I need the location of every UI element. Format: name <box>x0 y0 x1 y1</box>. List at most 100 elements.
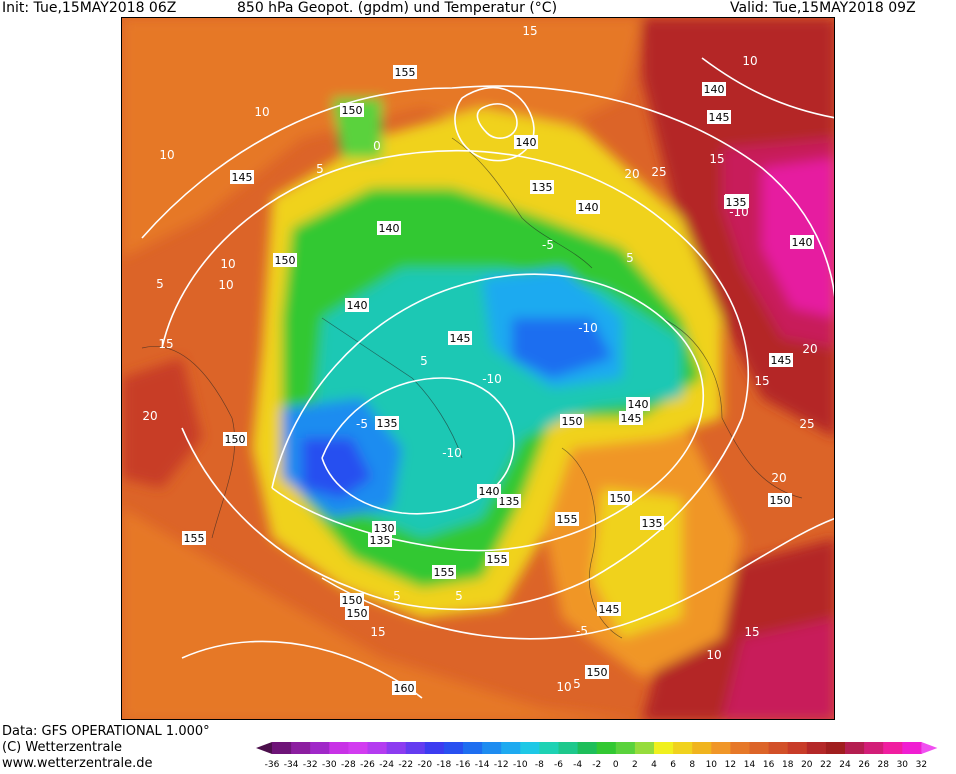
legend-swatch <box>329 742 349 754</box>
geopotential-label: 150 <box>587 666 608 679</box>
geopotential-label: 135 <box>532 181 553 194</box>
legend-swatch <box>501 742 521 754</box>
legend-swatch <box>272 742 292 754</box>
geopotential-label-box <box>230 170 254 184</box>
geopotential-label: 150 <box>225 433 246 446</box>
temperature-label: 5 <box>573 677 581 691</box>
geopotential-label-box <box>223 432 247 446</box>
geopotential-label: 145 <box>232 171 253 184</box>
legend-tick-label: -34 <box>284 760 299 770</box>
legend-swatch <box>730 742 750 754</box>
geopotential-label-box <box>448 331 472 345</box>
geopotential-label: 135 <box>642 517 663 530</box>
temperature-label: 15 <box>754 374 769 388</box>
legend-tick-label: -32 <box>303 760 318 770</box>
geopotential-label-box <box>626 397 650 411</box>
geopotential-label: 145 <box>771 354 792 367</box>
legend-swatch <box>883 742 903 754</box>
temperature-label: 20 <box>802 342 817 356</box>
legend-swatch <box>386 742 407 754</box>
geopotential-label-box <box>375 416 399 430</box>
legend-swatch <box>405 742 426 754</box>
map-canvas: 1551501451401351401401351501401451451351… <box>122 18 834 719</box>
temperature-label: 10 <box>220 257 235 271</box>
valid-time: Valid: Tue,15MAY2018 09Z <box>730 0 916 16</box>
temperature-label: 15 <box>709 152 724 166</box>
temperature-label: 20 <box>142 409 157 423</box>
temperature-label: 20 <box>771 471 786 485</box>
temperature-label: 10 <box>706 648 721 662</box>
geopotential-label: 145 <box>621 412 642 425</box>
legend-tick-label: -22 <box>398 760 413 770</box>
geopotential-label-box <box>530 180 554 194</box>
temperature-label: 5 <box>156 277 164 291</box>
legend-swatch <box>806 742 827 754</box>
legend-tick-label: 20 <box>801 760 813 770</box>
legend-tick-label: 18 <box>782 760 794 770</box>
legend-tick-label: -16 <box>456 760 471 770</box>
legend-tick-label: -20 <box>417 760 432 770</box>
map-title: 850 hPa Geopot. (gpdm) und Temperatur (°… <box>237 0 558 16</box>
color-legend: -36 -34 -32 -30 -28 -26 -24 -22 -20 -18 -16 -14 -12-… <box>256 742 956 774</box>
temperature-label: 15 <box>370 625 385 639</box>
legend-tick-label: 12 <box>725 760 736 770</box>
geopotential-label: 130 <box>374 522 395 535</box>
geopotential-label: 140 <box>628 398 649 411</box>
geopotential-label: 135 <box>726 196 747 209</box>
legend-swatch <box>424 742 445 754</box>
legend-swatch <box>902 742 922 754</box>
geopotential-label-box <box>497 494 521 508</box>
legend-swatch <box>463 742 483 754</box>
legend-tick-label: 14 <box>744 760 756 770</box>
legend-tick-label: -36 <box>265 760 280 770</box>
geopotential-label-box <box>576 200 600 214</box>
geopotential-label: 140 <box>479 485 500 498</box>
legend-tick-label: -2 <box>592 760 601 770</box>
geopotential-label: 145 <box>450 332 471 345</box>
temperature-label: 5 <box>316 162 324 176</box>
geopotential-label-box <box>597 602 621 616</box>
legend-swatch <box>864 742 884 754</box>
geopotential-label: 150 <box>562 415 583 428</box>
legend-swatch <box>673 742 693 754</box>
temperature-label: 10 <box>159 148 174 162</box>
geopotential-label-box <box>372 521 396 535</box>
legend-tick-label: -6 <box>554 760 563 770</box>
legend-swatch <box>768 742 789 754</box>
legend-tick-label: -24 <box>379 760 394 770</box>
geopotential-label: 135 <box>377 417 398 430</box>
legend-tick-label: 22 <box>820 760 831 770</box>
website: www.wetterzentrale.de <box>2 756 153 771</box>
geopotential-label-box <box>477 484 501 498</box>
legend-swatch <box>692 742 712 754</box>
legend-tick-label: -26 <box>360 760 375 770</box>
geopotential-label-box <box>345 606 369 620</box>
geopotential-label: 155 <box>487 553 508 566</box>
legend-swatch <box>654 742 674 754</box>
geopotential-label-box <box>585 665 609 679</box>
legend-tick-label: -30 <box>322 760 337 770</box>
weather-map: 1551501451401351401401351501401451451351… <box>121 17 835 720</box>
legend-tick-label: 8 <box>689 760 695 770</box>
legend-tick-label: -10 <box>513 760 528 770</box>
geopotential-label: 150 <box>610 492 631 505</box>
temperature-label: 0 <box>373 139 381 153</box>
geopotential-label: 155 <box>395 66 416 79</box>
geopotential-label: 150 <box>770 494 791 507</box>
legend-swatch <box>443 742 464 754</box>
temperature-label: -10 <box>482 372 502 386</box>
legend-arrow-left <box>256 742 272 754</box>
temperature-label: 5 <box>626 251 634 265</box>
temperature-label: 15 <box>522 24 537 38</box>
legend-swatch <box>596 742 617 754</box>
legend-swatch <box>577 742 598 754</box>
geopotential-label-box <box>514 135 538 149</box>
geopotential-label-box <box>340 103 364 117</box>
geopotential-label: 140 <box>516 136 537 149</box>
temperature-label: 10 <box>742 54 757 68</box>
geopotential-label-box <box>368 533 392 547</box>
legend-swatch <box>825 742 846 754</box>
legend-swatch <box>749 742 770 754</box>
legend-swatch <box>615 742 636 754</box>
